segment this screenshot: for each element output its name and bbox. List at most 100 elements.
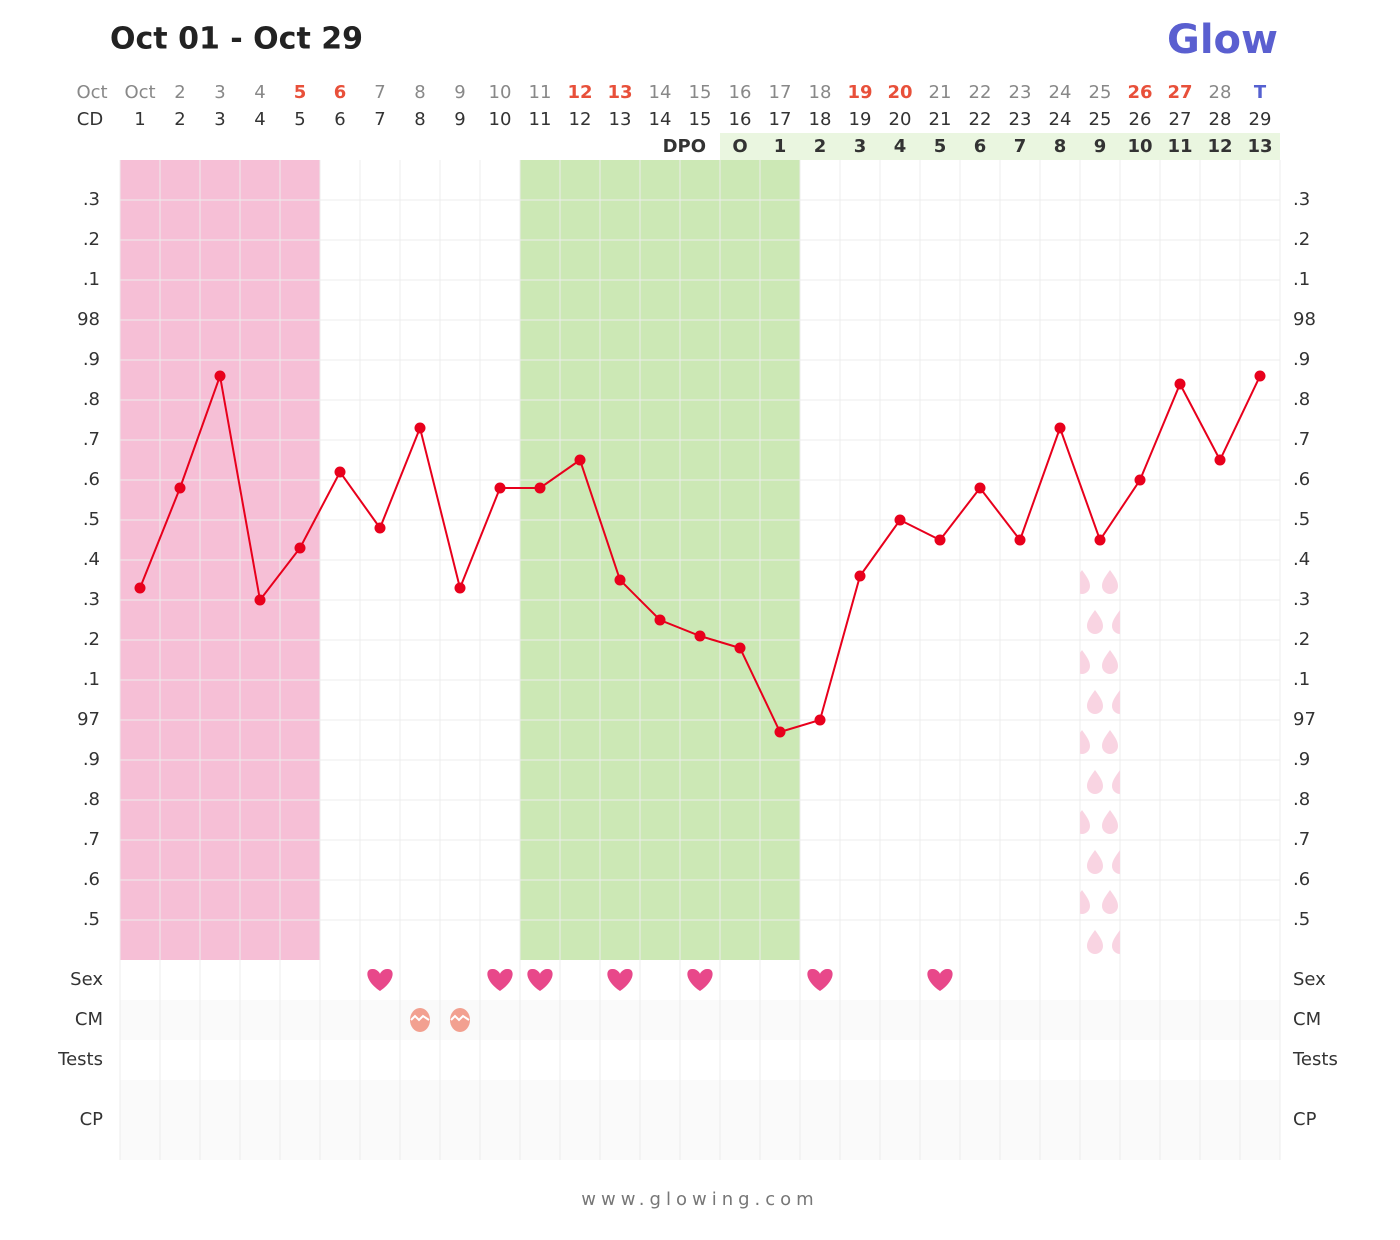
date-label: 4 — [254, 82, 265, 103]
spot-drop — [1112, 930, 1120, 954]
temp-point — [494, 482, 506, 494]
temp-point — [934, 534, 946, 546]
y-tick-label: .8 — [83, 389, 100, 410]
dpo-label: 4 — [894, 136, 907, 157]
cd-label: 22 — [969, 109, 992, 130]
spot-drop — [1080, 810, 1090, 834]
y-tick-label-right: .9 — [1293, 349, 1310, 370]
row-label: CM — [75, 1009, 103, 1030]
cd-label: 9 — [454, 109, 465, 130]
y-tick-label: .2 — [83, 629, 100, 650]
y-tick-label-right: .8 — [1293, 789, 1310, 810]
heart — [687, 968, 713, 991]
dpo-header: DPO — [663, 136, 706, 157]
temp-point — [614, 574, 626, 586]
y-tick-label: .8 — [83, 789, 100, 810]
logo: Glow — [1167, 17, 1278, 63]
cd-label: 24 — [1049, 109, 1072, 130]
spot-drop — [1102, 730, 1118, 754]
date-label: 15 — [689, 82, 712, 103]
row-bg — [120, 1000, 1280, 1040]
y-tick-label: .5 — [83, 509, 100, 530]
date-label: 10 — [489, 82, 512, 103]
dpo-label: 5 — [934, 136, 947, 157]
y-tick-label: .7 — [83, 429, 100, 450]
date-label: 14 — [649, 82, 672, 103]
date-label: 22 — [969, 82, 992, 103]
y-tick-label: .4 — [83, 549, 100, 570]
temp-point — [814, 714, 826, 726]
date-label: 16 — [729, 82, 752, 103]
date-label: Oct — [124, 82, 155, 103]
temp-point — [774, 726, 786, 738]
y-tick-label-right: .6 — [1293, 869, 1310, 890]
y-tick-label: .6 — [83, 869, 100, 890]
spot-drop — [1087, 850, 1103, 874]
y-tick-label: .1 — [83, 269, 100, 290]
cd-label: 3 — [214, 109, 225, 130]
cd-label: 11 — [529, 109, 552, 130]
temp-point — [974, 482, 986, 494]
spot-drop — [1087, 930, 1103, 954]
date-label: 18 — [809, 82, 832, 103]
temp-point — [854, 570, 866, 582]
y-tick-label-right: .1 — [1293, 669, 1310, 690]
date-label: 23 — [1009, 82, 1032, 103]
date-label: 5 — [294, 82, 307, 103]
cd-label: 19 — [849, 109, 872, 130]
spot-drop — [1102, 650, 1118, 674]
cd-label: 25 — [1089, 109, 1112, 130]
date-label: 21 — [929, 82, 952, 103]
cd-header: CD — [77, 109, 103, 130]
y-tick-label: 98 — [77, 309, 100, 330]
date-label: 12 — [567, 82, 592, 103]
temp-point — [374, 522, 386, 534]
date-label: 11 — [529, 82, 552, 103]
cd-label: 17 — [769, 109, 792, 130]
temp-point — [214, 370, 226, 382]
y-tick-label-right: .6 — [1293, 469, 1310, 490]
y-tick-label-right: 98 — [1293, 309, 1316, 330]
footer: www.glowing.com — [581, 1189, 818, 1210]
temp-point — [654, 614, 666, 626]
egg-crack — [450, 1014, 470, 1022]
temp-point — [414, 422, 426, 434]
y-tick-label: .9 — [83, 349, 100, 370]
dpo-label: 9 — [1094, 136, 1107, 157]
spot-drop — [1112, 690, 1120, 714]
heart — [927, 968, 953, 991]
y-tick-label-right: .3 — [1293, 589, 1310, 610]
temp-point — [254, 594, 266, 606]
cd-label: 21 — [929, 109, 952, 130]
dpo-label: 13 — [1247, 136, 1272, 157]
date-label: 7 — [374, 82, 385, 103]
y-tick-label: 97 — [77, 709, 100, 730]
cd-label: 27 — [1169, 109, 1192, 130]
temp-point — [1014, 534, 1026, 546]
spot-drop — [1080, 890, 1090, 914]
cd-label: 5 — [294, 109, 305, 130]
temp-point — [1134, 474, 1146, 486]
date-label: 3 — [214, 82, 225, 103]
spot-drop — [1102, 890, 1118, 914]
temp-point — [694, 630, 706, 642]
date-label: 8 — [414, 82, 425, 103]
cd-label: 4 — [254, 109, 265, 130]
egg — [410, 1008, 430, 1032]
dpo-label: 8 — [1054, 136, 1067, 157]
y-tick-label-right: 97 — [1293, 709, 1316, 730]
y-tick-label-right: .5 — [1293, 509, 1310, 530]
row-label-right: CM — [1293, 1009, 1321, 1030]
spot-drop — [1087, 610, 1103, 634]
date-label: 2 — [174, 82, 185, 103]
date-label: T — [1254, 82, 1267, 103]
y-tick-label: .9 — [83, 749, 100, 770]
cd-label: 15 — [689, 109, 712, 130]
y-tick-label-right: .7 — [1293, 429, 1310, 450]
heart — [527, 968, 553, 991]
dpo-bg — [720, 133, 1280, 160]
dpo-label: O — [732, 136, 747, 157]
row-bg — [120, 1080, 1280, 1160]
y-tick-label: .3 — [83, 589, 100, 610]
spot-drop — [1080, 650, 1090, 674]
